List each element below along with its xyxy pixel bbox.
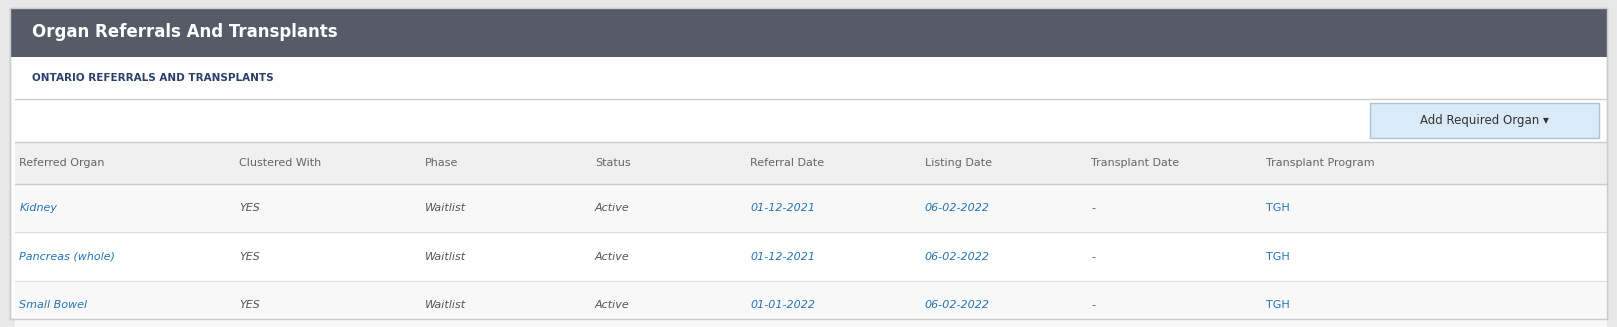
Text: 06-02-2022: 06-02-2022 (925, 203, 990, 213)
Text: Active: Active (595, 300, 629, 310)
Text: YES: YES (239, 300, 260, 310)
Text: TGH: TGH (1266, 203, 1290, 213)
Text: ONTARIO REFERRALS AND TRANSPLANTS: ONTARIO REFERRALS AND TRANSPLANTS (32, 73, 273, 83)
Text: Status: Status (595, 158, 631, 168)
FancyBboxPatch shape (15, 281, 1607, 327)
FancyBboxPatch shape (10, 8, 1607, 319)
FancyBboxPatch shape (10, 8, 1607, 57)
Text: 01-01-2022: 01-01-2022 (750, 300, 815, 310)
Text: 06-02-2022: 06-02-2022 (925, 300, 990, 310)
Text: Pancreas (whole): Pancreas (whole) (19, 252, 115, 262)
Text: Active: Active (595, 252, 629, 262)
Text: Transplant Program: Transplant Program (1266, 158, 1374, 168)
FancyBboxPatch shape (15, 184, 1607, 232)
FancyBboxPatch shape (15, 142, 1607, 184)
Text: Waitlist: Waitlist (425, 203, 466, 213)
FancyBboxPatch shape (1370, 103, 1599, 138)
Text: Referred Organ: Referred Organ (19, 158, 105, 168)
Text: Waitlist: Waitlist (425, 300, 466, 310)
Text: Phase: Phase (425, 158, 459, 168)
Text: Referral Date: Referral Date (750, 158, 825, 168)
Text: 01-12-2021: 01-12-2021 (750, 203, 815, 213)
Text: Active: Active (595, 203, 629, 213)
Text: TGH: TGH (1266, 300, 1290, 310)
Text: Listing Date: Listing Date (925, 158, 991, 168)
Text: -: - (1091, 252, 1095, 262)
Text: Transplant Date: Transplant Date (1091, 158, 1179, 168)
Text: TGH: TGH (1266, 252, 1290, 262)
Text: YES: YES (239, 252, 260, 262)
Text: Organ Referrals And Transplants: Organ Referrals And Transplants (32, 23, 338, 42)
Text: YES: YES (239, 203, 260, 213)
Text: -: - (1091, 203, 1095, 213)
Text: Add Required Organ ▾: Add Required Organ ▾ (1420, 114, 1549, 127)
Text: -: - (1091, 300, 1095, 310)
Text: Waitlist: Waitlist (425, 252, 466, 262)
Text: Clustered With: Clustered With (239, 158, 322, 168)
FancyBboxPatch shape (15, 232, 1607, 281)
Text: Kidney: Kidney (19, 203, 58, 213)
Text: 01-12-2021: 01-12-2021 (750, 252, 815, 262)
Text: Small Bowel: Small Bowel (19, 300, 87, 310)
Text: 06-02-2022: 06-02-2022 (925, 252, 990, 262)
